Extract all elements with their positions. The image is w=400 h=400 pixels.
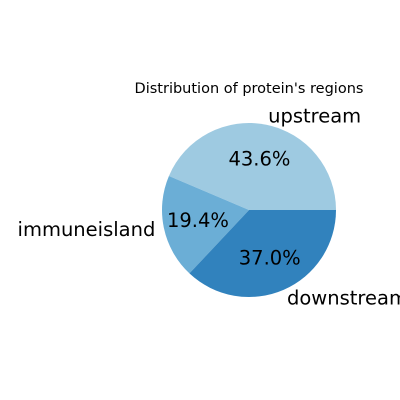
pie-category-label: downstream (287, 286, 400, 309)
pie-category-label: immuneisland (18, 218, 156, 241)
pie-percent-label: 37.0% (239, 246, 301, 269)
pie-percent-label: 43.6% (228, 147, 290, 170)
chart-title: Distribution of protein's regions (135, 81, 364, 97)
pie-category-label: upstream (268, 105, 361, 128)
pie-percent-label: 19.4% (167, 209, 229, 232)
